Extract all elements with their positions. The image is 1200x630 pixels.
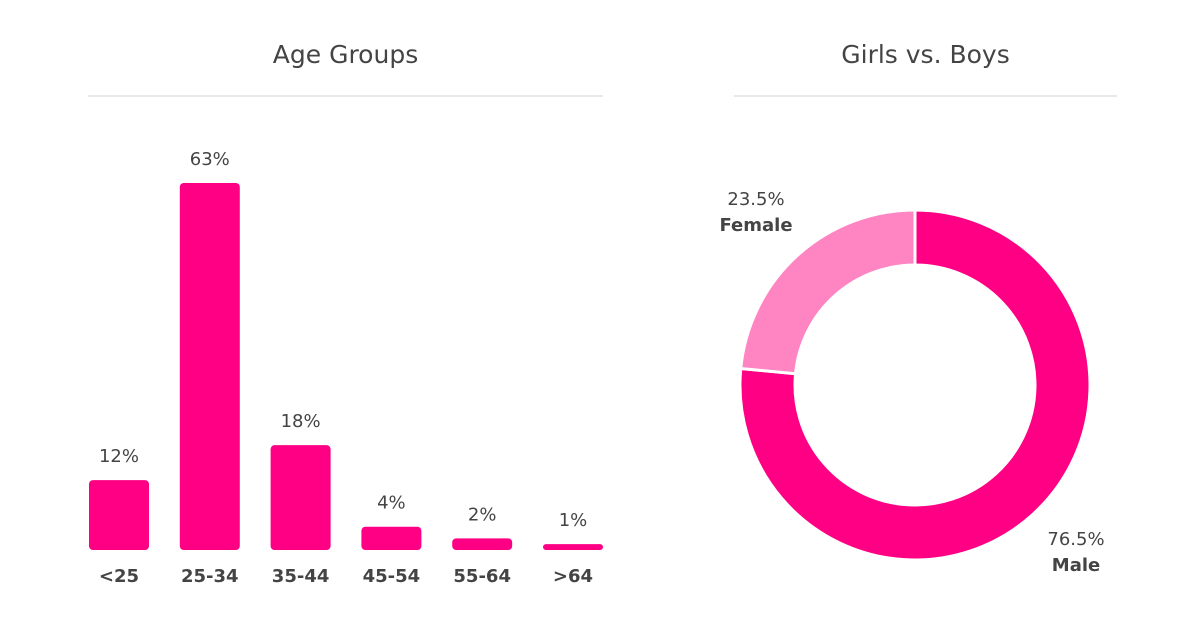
category-label: 55-64 [453,566,511,587]
slice-name-label: Female [719,215,792,236]
donut-chart-title: Girls vs. Boys [841,40,1010,69]
category-label: 45-54 [363,566,421,587]
category-label: <25 [99,566,139,587]
bar-1 [89,480,149,550]
donut-chart-divider [734,95,1117,97]
slice-percent-label: 23.5% [727,189,784,210]
bar-value-label: 2% [468,504,497,525]
bar-6 [543,544,603,550]
bar-value-label: 1% [559,510,588,531]
slice-name-label: Male [1052,555,1100,576]
category-label: 25-34 [181,566,239,587]
bar-5 [452,538,513,550]
bar-value-label: 12% [99,446,139,467]
bar-chart-divider [88,95,603,97]
slice-female [739,208,917,376]
category-label: >64 [553,566,593,587]
donut-chart: 76.5% Male 23.5% Female [719,189,1104,576]
bar-2 [179,183,240,550]
bar-chart: 12% <25 63% 25-34 18% 35-44 4% 45-54 2% 55-64 1% >6… [89,149,603,587]
category-label: 35-44 [272,566,330,587]
bar-value-label: 18% [281,411,321,432]
bar-value-label: 4% [377,493,406,514]
bar-chart-title: Age Groups [272,40,419,69]
slice-male [738,208,1092,562]
bar-3 [270,445,331,550]
bar-4 [361,526,422,550]
slice-percent-label: 76.5% [1047,529,1104,550]
bar-value-label: 63% [190,149,230,170]
